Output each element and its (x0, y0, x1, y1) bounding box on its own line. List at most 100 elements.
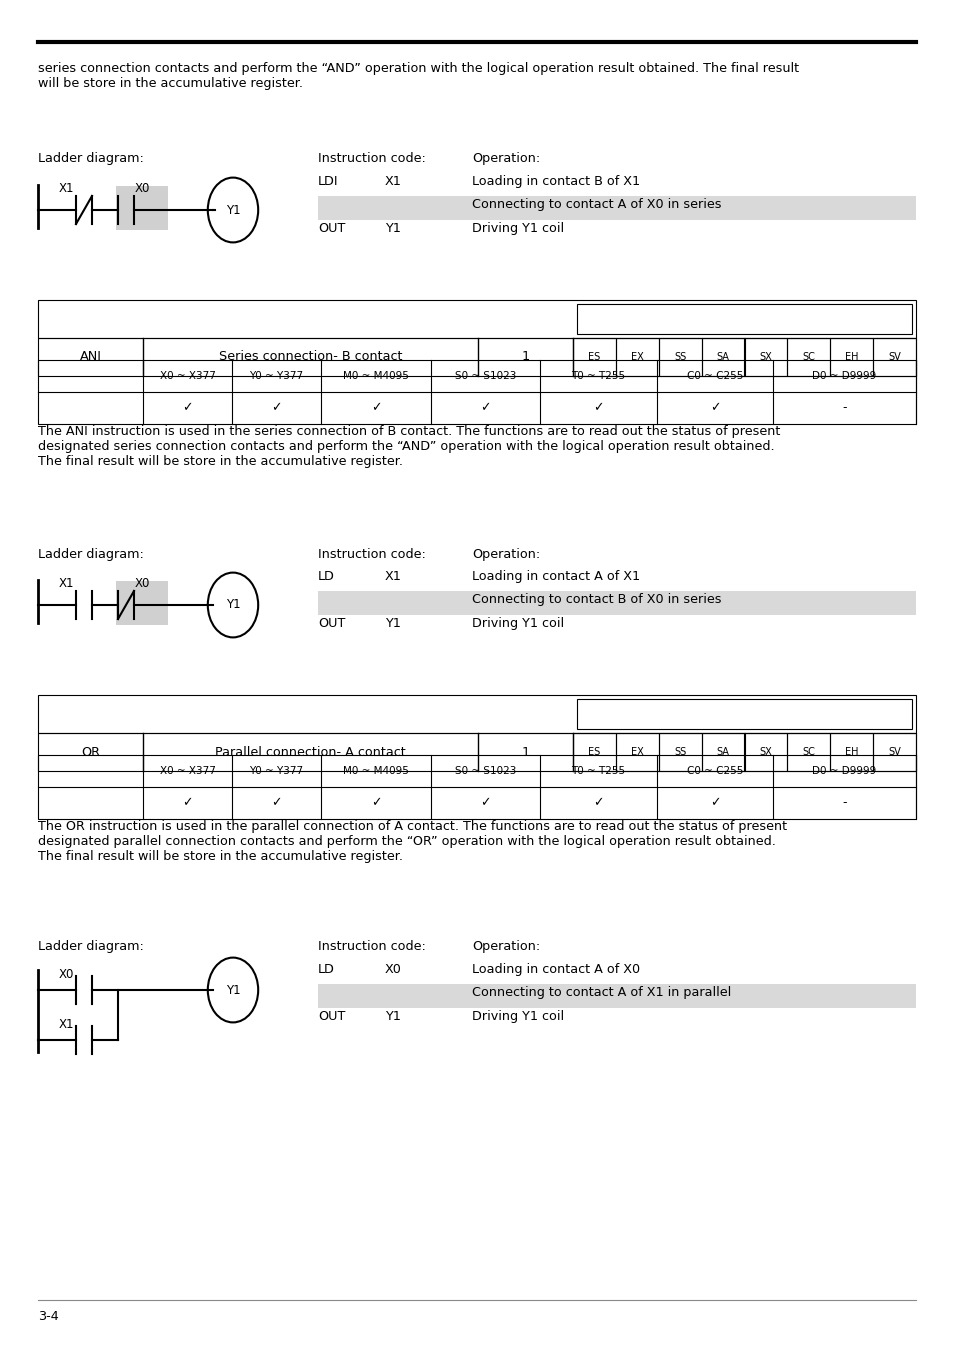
Text: EX: EX (630, 747, 643, 757)
Text: D0 ~ D9999: D0 ~ D9999 (812, 765, 876, 776)
Text: S0 ~ S1023: S0 ~ S1023 (455, 371, 516, 381)
Text: Loading in contact A of X1: Loading in contact A of X1 (472, 570, 639, 583)
Text: Operation:: Operation: (472, 940, 539, 953)
Bar (38, 695, 915, 733)
Text: ✓: ✓ (271, 401, 281, 414)
Bar (573, 733, 616, 771)
Text: ✓: ✓ (271, 796, 281, 810)
Text: SC: SC (801, 352, 815, 362)
Text: ✓: ✓ (593, 796, 603, 810)
Bar (743, 733, 786, 771)
Text: The OR instruction is used in the parallel connection of A contact. The function: The OR instruction is used in the parall… (38, 819, 786, 863)
Bar (577, 699, 911, 729)
Bar (700, 733, 743, 771)
Text: Ladder diagram:: Ladder diagram: (38, 153, 144, 165)
Text: C0 ~ C255: C0 ~ C255 (686, 371, 742, 381)
Bar (573, 338, 616, 377)
Text: Parallel connection- A contact: Parallel connection- A contact (214, 745, 405, 759)
Text: T0 ~ T255: T0 ~ T255 (571, 765, 625, 776)
Text: X0: X0 (134, 182, 150, 194)
Text: Connecting to contact B of X0 in series: Connecting to contact B of X0 in series (472, 593, 720, 606)
Text: X1: X1 (58, 576, 73, 590)
Text: Y1: Y1 (226, 204, 240, 216)
Bar (659, 338, 700, 377)
Text: ✓: ✓ (182, 796, 193, 810)
Text: M0 ~ M4095: M0 ~ M4095 (343, 765, 409, 776)
Text: 3-4: 3-4 (38, 1310, 59, 1323)
Text: Operation:: Operation: (472, 548, 539, 562)
Text: SC: SC (801, 747, 815, 757)
Text: series connection contacts and perform the “AND” operation with the logical oper: series connection contacts and perform t… (38, 62, 799, 90)
Text: LD: LD (317, 570, 335, 583)
Text: T0 ~ T255: T0 ~ T255 (571, 371, 625, 381)
Text: X0: X0 (385, 963, 401, 976)
Text: 1: 1 (521, 351, 529, 363)
Text: EH: EH (844, 747, 858, 757)
Bar (786, 733, 829, 771)
Bar (577, 304, 911, 333)
Text: Series connection- B contact: Series connection- B contact (218, 351, 402, 363)
Bar (829, 338, 872, 377)
Text: SA: SA (716, 352, 729, 362)
Text: SX: SX (759, 747, 772, 757)
Text: ES: ES (588, 352, 600, 362)
Text: Instruction code:: Instruction code: (317, 548, 425, 562)
Text: Y1: Y1 (226, 984, 240, 996)
Text: EH: EH (844, 352, 858, 362)
Text: D0 ~ D9999: D0 ~ D9999 (812, 371, 876, 381)
Text: Connecting to contact A of X1 in parallel: Connecting to contact A of X1 in paralle… (472, 986, 731, 999)
Bar (116, 580, 168, 625)
Text: OUT: OUT (317, 221, 345, 235)
Text: ✓: ✓ (709, 796, 720, 810)
Text: EX: EX (630, 352, 643, 362)
Text: Ladder diagram:: Ladder diagram: (38, 548, 144, 562)
Text: Y0 ~ Y377: Y0 ~ Y377 (249, 765, 303, 776)
Bar (116, 186, 168, 230)
Text: X1: X1 (385, 570, 401, 583)
Bar (786, 338, 829, 377)
Text: M0 ~ M4095: M0 ~ M4095 (343, 371, 409, 381)
Bar (317, 196, 915, 220)
Bar (616, 338, 659, 377)
Text: ✓: ✓ (709, 401, 720, 414)
Text: Y1: Y1 (226, 598, 240, 612)
Text: Ladder diagram:: Ladder diagram: (38, 940, 144, 953)
Text: SX: SX (759, 352, 772, 362)
Text: Y1: Y1 (385, 221, 400, 235)
Text: Connecting to contact A of X0 in series: Connecting to contact A of X0 in series (472, 198, 720, 211)
Text: C0 ~ C255: C0 ~ C255 (686, 765, 742, 776)
Text: X0: X0 (58, 968, 73, 981)
Bar (659, 733, 700, 771)
Text: X0: X0 (134, 576, 150, 590)
Text: SV: SV (887, 747, 900, 757)
Text: ✓: ✓ (371, 401, 381, 414)
Text: SA: SA (716, 747, 729, 757)
Text: -: - (841, 796, 846, 810)
Bar (616, 733, 659, 771)
Bar (38, 338, 915, 377)
Text: Driving Y1 coil: Driving Y1 coil (472, 221, 563, 235)
Text: X1: X1 (385, 176, 401, 188)
Text: X0 ~ X377: X0 ~ X377 (159, 371, 215, 381)
Text: LD: LD (317, 963, 335, 976)
Text: OUT: OUT (317, 617, 345, 630)
Text: Y1: Y1 (385, 617, 400, 630)
Text: The ANI instruction is used in the series connection of B contact. The functions: The ANI instruction is used in the serie… (38, 425, 780, 468)
Text: Y1: Y1 (385, 1010, 400, 1023)
Bar (872, 338, 915, 377)
Text: SV: SV (887, 352, 900, 362)
Bar (38, 755, 915, 819)
Bar (38, 360, 915, 424)
Text: X1: X1 (58, 1018, 73, 1031)
Bar (829, 733, 872, 771)
Text: LDI: LDI (317, 176, 338, 188)
Text: ✓: ✓ (182, 401, 193, 414)
Text: ANI: ANI (79, 351, 101, 363)
Text: 1: 1 (521, 745, 529, 759)
Bar (38, 300, 915, 338)
Text: Instruction code:: Instruction code: (317, 153, 425, 165)
Text: X1: X1 (58, 182, 73, 194)
Text: X0 ~ X377: X0 ~ X377 (159, 765, 215, 776)
Bar (38, 733, 915, 771)
Text: ✓: ✓ (371, 796, 381, 810)
